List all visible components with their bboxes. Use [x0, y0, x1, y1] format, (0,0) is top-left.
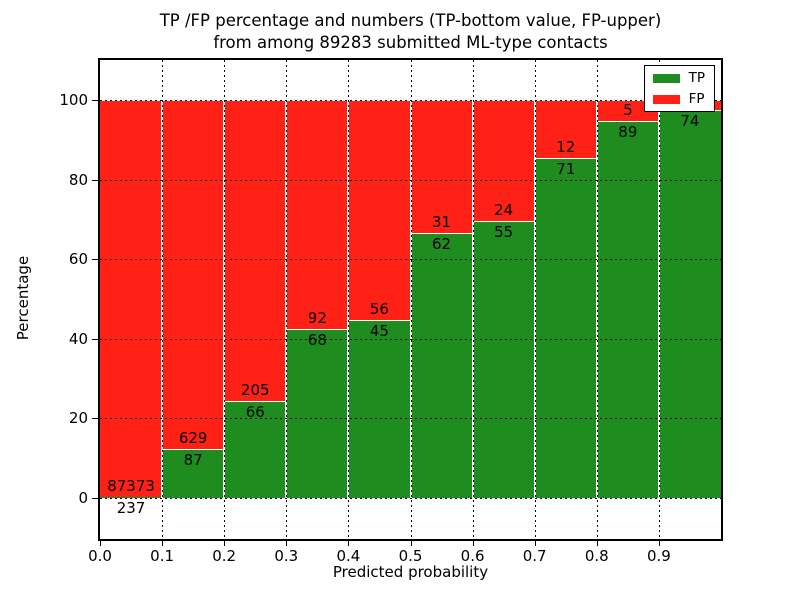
gridline-h: [100, 100, 721, 101]
bar-label-tp: 55: [494, 222, 514, 241]
x-tick-label: 0.1: [150, 547, 175, 565]
bar-segment-tp: [348, 320, 411, 498]
y-tick-label: 0: [78, 489, 88, 507]
bar-segment-tp: [224, 400, 287, 498]
x-tick-label: 0.7: [522, 547, 547, 565]
x-tick-label: 0.2: [212, 547, 237, 565]
bar-label-tp: 237: [116, 498, 146, 517]
bar-segment-fp: [224, 100, 287, 401]
bar-segment-tp: [286, 328, 349, 498]
x-tick-mark: [162, 541, 164, 546]
bar-label-tp: 87: [183, 451, 203, 470]
bar-segment-tp: [596, 121, 659, 498]
legend-item-tp: TP: [652, 70, 705, 86]
bar-label-fp: 629: [178, 429, 208, 448]
bar-label-fp: 87373: [107, 476, 155, 495]
x-tick-label: 0.4: [336, 547, 361, 565]
y-tick-label: 80: [68, 170, 88, 189]
bar-segment-tp: [472, 220, 535, 498]
gridline-v: [596, 60, 598, 539]
x-tick-mark: [596, 541, 598, 546]
x-tick-mark: [410, 541, 412, 546]
x-tick-mark: [224, 541, 226, 546]
fp-legend-label: FP: [688, 91, 705, 107]
y-tick-mark: [92, 259, 98, 261]
bar-label-tp: 66: [245, 402, 265, 421]
gridline-v: [224, 60, 226, 539]
bar-segment-tp: [534, 157, 597, 498]
bar-segment-fp: [348, 100, 411, 321]
gridline-v: [534, 60, 536, 539]
x-tick-mark: [286, 541, 288, 546]
gridline-h: [100, 179, 721, 181]
bar-segment-fp: [100, 100, 163, 497]
bar-label-tp: 71: [556, 159, 576, 178]
gridline-h: [100, 418, 721, 420]
y-tick-mark: [92, 418, 98, 420]
x-tick-label: 0.5: [398, 547, 423, 565]
bar-label-tp: 68: [307, 330, 327, 349]
bar-segment-fp: [162, 100, 225, 450]
chart-title: TP /FP percentage and numbers (TP-bottom…: [100, 10, 721, 54]
bar-label-fp: 24: [494, 200, 514, 219]
x-tick-label: 0.0: [88, 547, 112, 565]
gridline-v: [658, 60, 660, 539]
bar-label-fp: 31: [432, 212, 452, 231]
gridline-v: [410, 60, 412, 539]
gridline-v: [162, 60, 164, 539]
y-axis-title: Percentage: [14, 255, 32, 341]
gridline-h: [100, 259, 721, 261]
x-tick-mark: [534, 541, 536, 546]
fp-legend-swatch: [652, 94, 680, 104]
x-tick-label: 0.6: [460, 547, 485, 565]
bar-label-fp: 5: [623, 101, 633, 120]
legend-item-fp: FP: [652, 91, 705, 107]
plot-area: TP FP 237 87373 87 629 66 205 68 92 45 56 62 31 55 24…: [98, 58, 723, 541]
gridline-h: [100, 498, 721, 499]
bar-segment-tp: [162, 449, 225, 498]
bar-label-tp: 74: [680, 112, 700, 131]
legend: TP FP: [643, 65, 715, 112]
bar-label-fp: 56: [369, 300, 389, 319]
bar-segment-tp: [658, 110, 721, 498]
bar-label-tp: 45: [369, 322, 389, 341]
chart-title-line2: from among 89283 submitted ML-type conta…: [213, 33, 608, 52]
gridline-h: [100, 338, 721, 340]
y-tick-mark: [92, 498, 98, 499]
y-tick-label: 20: [68, 409, 88, 428]
y-tick-mark: [92, 179, 98, 181]
bar-label-fp: 12: [556, 137, 576, 156]
bar-label-fp: 92: [307, 308, 327, 327]
gridline-v: [286, 60, 288, 539]
y-tick-mark: [92, 338, 98, 340]
y-tick-label: 40: [68, 329, 88, 348]
bar-segment-fp: [534, 100, 597, 158]
y-tick-mark: [92, 100, 98, 101]
gridline-v: [348, 60, 350, 539]
bar-segment-tp: [410, 232, 473, 498]
bar-segment-fp: [286, 100, 349, 329]
chart-title-line1: TP /FP percentage and numbers (TP-bottom…: [159, 11, 662, 30]
x-tick-mark: [100, 541, 101, 546]
x-tick-label: 0.8: [584, 547, 609, 565]
tp-legend-label: TP: [688, 70, 705, 86]
bar-label-fp: 205: [240, 380, 270, 399]
y-tick-label: 100: [59, 91, 88, 109]
x-tick-mark: [658, 541, 660, 546]
bar-label-tp: 62: [432, 234, 452, 253]
gridline-v: [472, 60, 474, 539]
x-tick-label: 0.3: [274, 547, 299, 565]
y-tick-label: 60: [68, 250, 88, 269]
x-tick-mark: [348, 541, 350, 546]
x-tick-label: 0.9: [646, 547, 671, 565]
tp-legend-swatch: [652, 73, 680, 83]
bar-label-tp: 89: [618, 123, 638, 142]
bar-segment-tp: [100, 496, 163, 498]
x-axis-title: Predicted probability: [332, 563, 489, 581]
x-tick-mark: [472, 541, 474, 546]
